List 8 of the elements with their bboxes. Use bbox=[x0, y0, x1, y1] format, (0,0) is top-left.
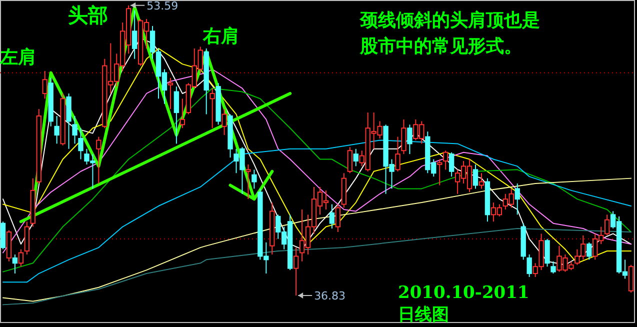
annotation: 股市中的常见形式。 bbox=[359, 36, 522, 57]
annotation: 日线图 bbox=[398, 305, 449, 325]
annotation: 36.83 bbox=[314, 290, 346, 303]
annotation: 53.59 bbox=[146, 0, 178, 12]
annotation: 头部 bbox=[68, 3, 108, 27]
annotation: 颈线倾斜的头肩顶也是 bbox=[359, 10, 540, 31]
annotation: 右肩 bbox=[202, 26, 239, 47]
annotation: 2010.10-2011 bbox=[398, 283, 530, 303]
